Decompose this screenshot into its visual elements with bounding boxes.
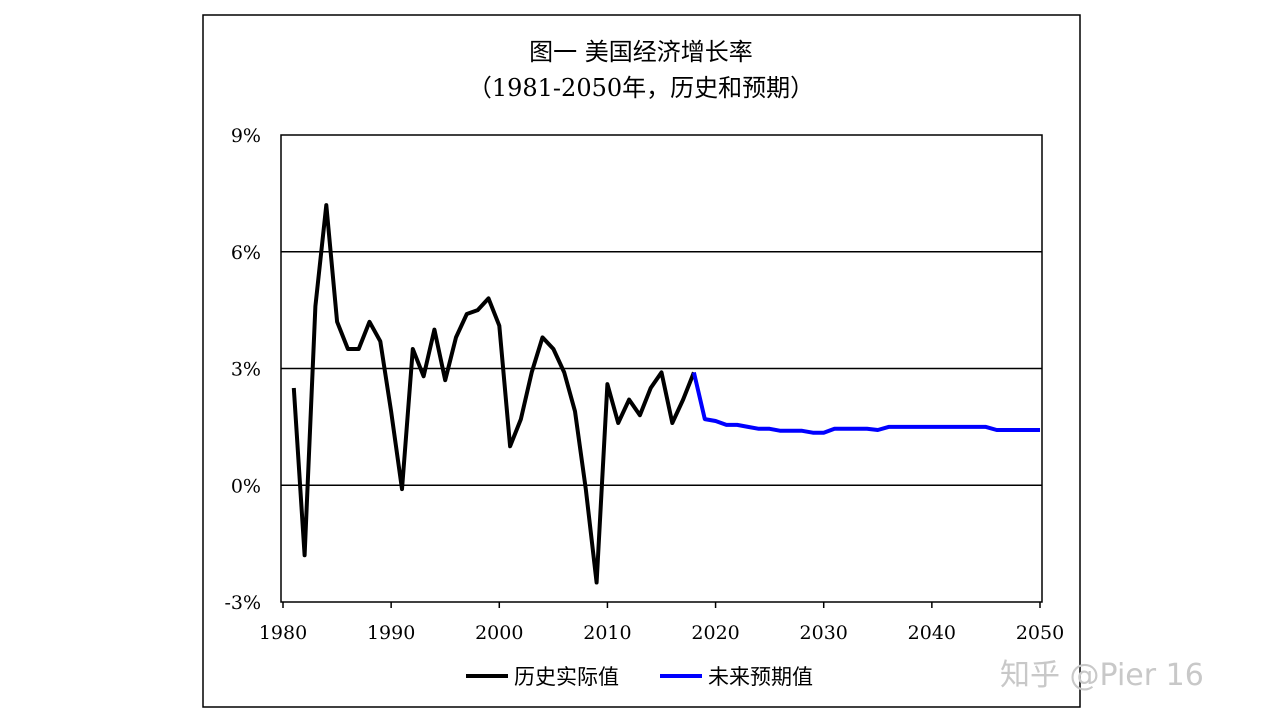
x-tick-label: 2020 bbox=[691, 622, 739, 644]
chart-subtitle: （1981-2050年，历史和预期） bbox=[468, 74, 814, 102]
x-tick-label: 2030 bbox=[800, 622, 848, 644]
watermark: 知乎 @Pier 16 bbox=[1000, 658, 1204, 693]
legend: 历史实际值 未来预期值 bbox=[466, 665, 813, 689]
y-tick-label: -3% bbox=[224, 592, 261, 614]
y-tick-label: 0% bbox=[231, 475, 261, 497]
legend-label-forecast: 未来预期值 bbox=[708, 665, 813, 689]
y-tick-label: 3% bbox=[231, 359, 261, 381]
chart-title: 图一 美国经济增长率 bbox=[529, 38, 753, 66]
x-tick-label: 1980 bbox=[259, 622, 307, 644]
y-tick-label: 6% bbox=[231, 242, 261, 264]
series-line-historical bbox=[291, 203, 696, 585]
chart-frame bbox=[202, 14, 1081, 708]
x-tick-label: 2050 bbox=[1016, 622, 1064, 644]
y-tick-label: 9% bbox=[231, 125, 261, 147]
x-tick-label: 2040 bbox=[908, 622, 956, 644]
plot-area bbox=[280, 134, 1043, 603]
legend-label-historical: 历史实际值 bbox=[514, 665, 619, 689]
x-tick-label: 1990 bbox=[367, 622, 415, 644]
x-tick-label: 2000 bbox=[475, 622, 523, 644]
x-tick-label: 2010 bbox=[583, 622, 631, 644]
